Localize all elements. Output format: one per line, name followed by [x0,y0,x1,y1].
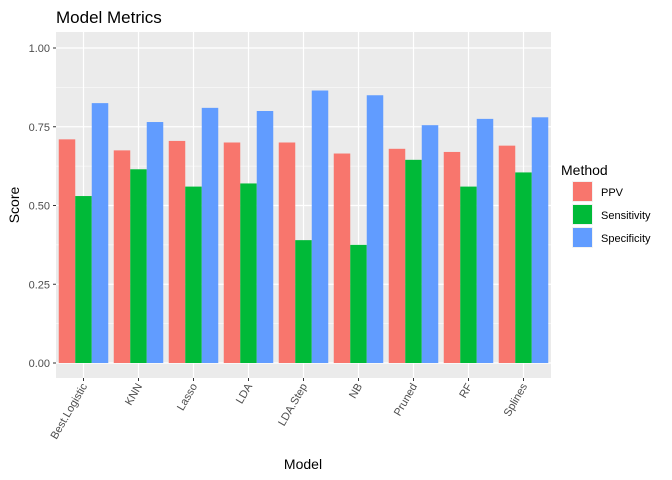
bar [421,125,439,363]
bar [201,107,219,363]
bar [405,159,422,363]
x-axis-title: Model [284,456,322,472]
bar [366,95,384,363]
legend-swatch [573,228,592,247]
bar [130,169,147,363]
legend-swatch [573,182,592,201]
y-axis: 0.00 0.25 0.50 0.75 1.00 [29,43,56,370]
x-tick-label: RF [457,381,475,400]
bar [531,117,549,363]
bar [91,103,109,363]
y-tick-label: 1.00 [29,43,50,55]
bar [113,150,131,363]
y-tick-label: 0.50 [29,201,50,213]
bar [311,90,329,364]
bar [476,118,494,363]
legend-label: Sensitivity [601,210,651,222]
bar [443,151,461,363]
y-tick-label: 0.75 [29,122,50,134]
bar [460,186,477,363]
x-axis: Best.Logistic KNN Lasso LDA LDA.Step NB Pruned… [49,378,531,442]
legend: Method PPV Sensitivity Specificity [561,162,651,248]
bar [278,142,296,363]
bar [256,111,274,363]
bar [350,244,367,363]
x-tick-label: Splines [502,381,531,419]
bar [333,153,351,363]
bar [168,140,186,363]
bar [223,142,241,363]
legend-label: PPV [601,187,624,199]
x-tick-label: LDA [234,381,255,406]
x-tick-label: Pruned [392,382,420,419]
y-axis-title: Score [6,187,22,224]
bar [75,196,92,363]
y-tick-label: 0.25 [29,279,50,291]
legend-swatch [573,205,592,224]
bars [58,90,549,364]
bar [185,186,202,363]
x-tick-label: NB [347,382,365,401]
bar [498,145,516,363]
bar [295,240,312,363]
x-tick-label: LDA.Step [276,382,310,429]
chart-title: Model Metrics [56,8,162,27]
bar [515,172,532,363]
legend-label: Specificity [601,233,651,245]
x-tick-label: KNN [123,381,145,407]
legend-title: Method [561,162,608,178]
bar [388,148,406,363]
bar [58,139,76,363]
y-tick-label: 0.00 [29,358,50,370]
x-tick-label: Best.Logistic [49,381,91,441]
bar [146,122,164,364]
bar [240,183,257,363]
x-tick-label: Lasso [175,382,200,413]
